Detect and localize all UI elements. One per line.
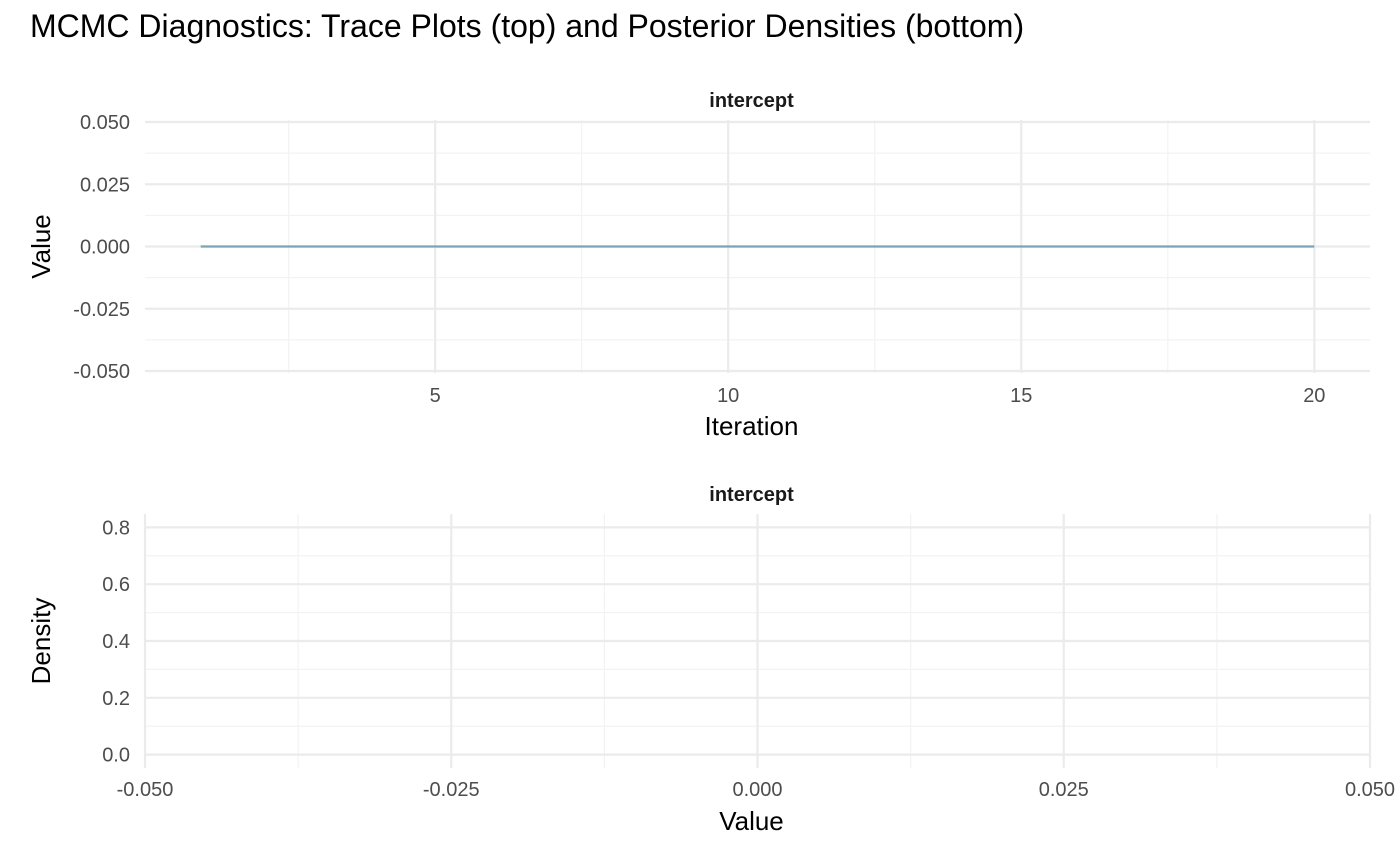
y-tick-label: 0.6 [102, 574, 130, 596]
x-tick-label: 0.000 [732, 779, 782, 801]
x-tick-label: 0.025 [1039, 779, 1089, 801]
x-tick-label: 5 [430, 385, 441, 407]
y-tick-label: 0.0 [102, 745, 130, 767]
y-tick-label: 0.4 [102, 631, 130, 653]
x-tick-label: 10 [717, 385, 739, 407]
x-tick-label: -0.050 [117, 779, 174, 801]
x-tick-label: 20 [1303, 385, 1325, 407]
y-tick-label: 0.000 [80, 237, 130, 259]
x-tick-label: 0.050 [1345, 779, 1395, 801]
y-axis-title: Density [26, 598, 56, 685]
x-axis-title: Value [719, 806, 784, 836]
x-tick-label: 15 [1010, 385, 1032, 407]
facet-strip-label: intercept [709, 484, 794, 506]
density-panel: 0.0 0.2 0.4 0.6 0.8 -0.050 -0.025 0.000 0.025 0.0… [26, 484, 1395, 836]
x-axis-title: Iteration [705, 411, 799, 441]
y-tick-label: 0.8 [102, 517, 130, 539]
trace-panel: -0.050 -0.025 0.000 0.025 0.050 5 10 15 20 interc… [26, 90, 1370, 441]
y-tick-label: 0.2 [102, 688, 130, 710]
facet-strip-label: intercept [709, 90, 794, 112]
y-tick-label: 0.050 [80, 112, 130, 134]
y-axis-title: Value [26, 214, 56, 279]
chart-title: MCMC Diagnostics: Trace Plots (top) and … [30, 8, 1025, 44]
y-tick-label: -0.025 [73, 299, 130, 321]
x-tick-label: -0.025 [423, 779, 480, 801]
y-tick-label: 0.025 [80, 174, 130, 196]
y-tick-label: -0.050 [73, 361, 130, 383]
